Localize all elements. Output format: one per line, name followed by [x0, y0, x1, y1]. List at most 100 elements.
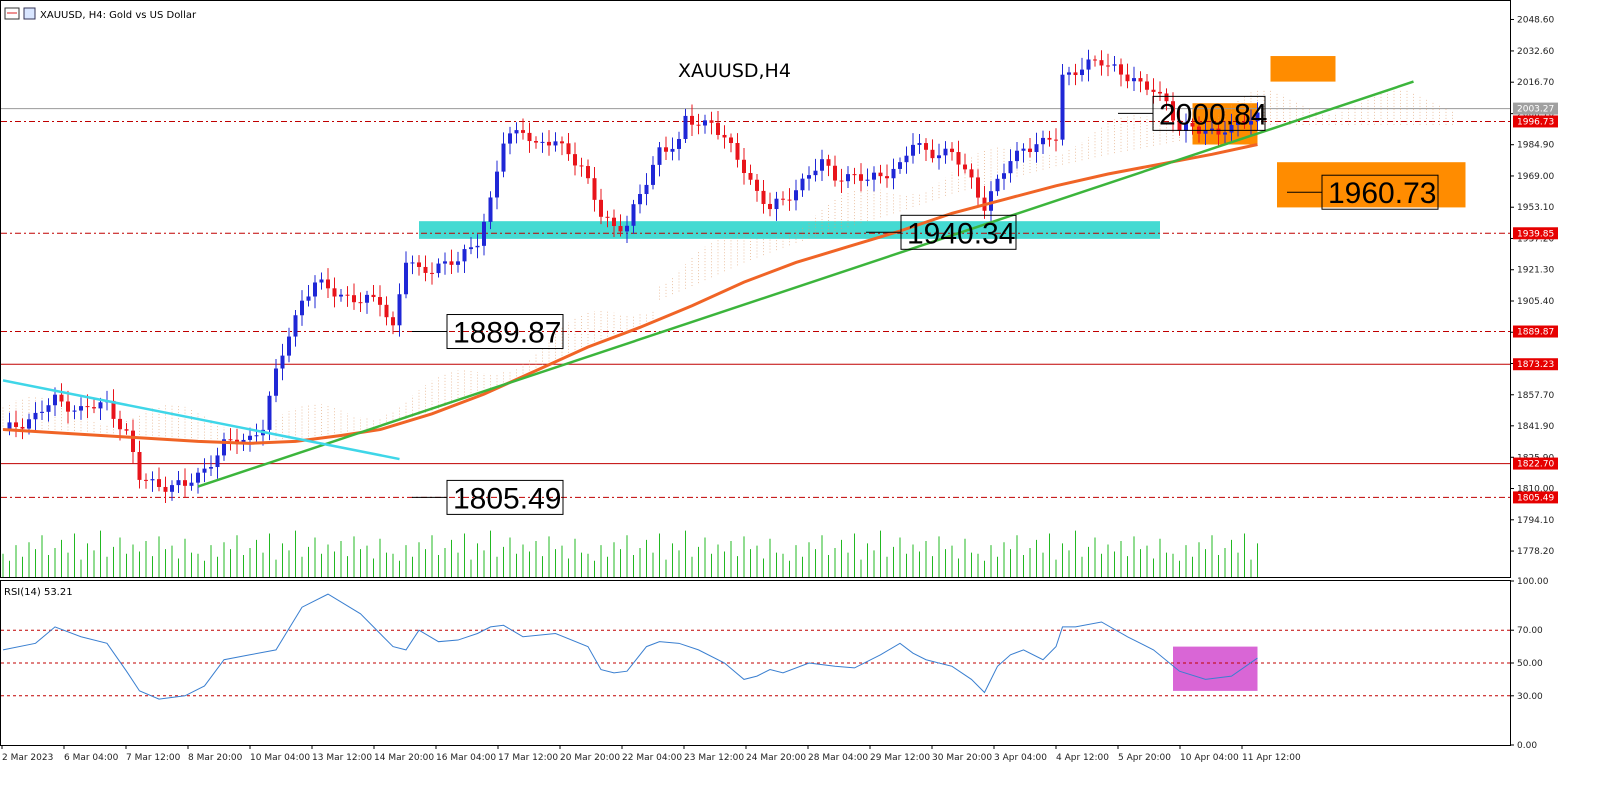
price-tick-label: 1810.00	[1517, 485, 1554, 495]
candle-body	[1158, 91, 1162, 94]
candle-body	[917, 143, 922, 145]
annotation-label-0: 2000.84	[1159, 98, 1267, 131]
candle-body	[573, 154, 577, 166]
candle-body	[748, 173, 753, 180]
candle-body	[651, 164, 655, 185]
candle-body	[670, 148, 675, 152]
level-price-tag	[1513, 491, 1558, 504]
candle-body	[1242, 121, 1247, 125]
candle-body	[898, 162, 902, 169]
annotation-label-1: 1940.34	[907, 217, 1015, 250]
candle-body	[1008, 161, 1013, 174]
chart-title: XAUUSD,H4	[678, 60, 791, 82]
candle-body	[586, 166, 590, 179]
candle-body	[1106, 65, 1110, 67]
candle-body	[579, 165, 584, 167]
candle-body	[1119, 64, 1123, 75]
candle-body	[7, 422, 12, 429]
candle-body	[989, 191, 993, 211]
candle-body	[462, 249, 467, 262]
trendline-down	[2, 379, 400, 461]
level-price-tag	[1513, 358, 1558, 371]
candle-body	[566, 143, 571, 155]
candle-body	[781, 198, 785, 200]
level-price-tag-label: 1996.73	[1517, 117, 1554, 127]
candle-body	[417, 262, 421, 267]
candle-body	[813, 170, 818, 176]
main-panel-frame	[0, 0, 1511, 578]
candle-body	[1021, 148, 1026, 151]
candle-body	[482, 221, 486, 246]
time-tick-label: 24 Mar 20:00	[746, 753, 806, 763]
time-tick-label: 2 Mar 2023	[2, 753, 53, 763]
annotation-box	[446, 479, 564, 515]
candle-body	[924, 143, 928, 150]
candle-body	[391, 317, 395, 326]
time-tick-label: 7 Mar 12:00	[126, 753, 181, 763]
price-tick-label: 1857.70	[1517, 391, 1554, 401]
candle-body	[430, 272, 434, 274]
candle-body	[950, 148, 954, 153]
candle-body	[98, 402, 103, 409]
candle-body	[755, 179, 759, 191]
candle-body	[228, 439, 233, 441]
candle-body	[358, 302, 363, 304]
time-tick-label: 11 Apr 12:00	[1242, 753, 1301, 763]
candle-body	[397, 294, 402, 326]
chart-window-icon[interactable]	[23, 7, 36, 20]
candle-body	[612, 217, 616, 227]
candle-body	[59, 394, 64, 402]
candle-body	[46, 405, 51, 412]
candle-body	[1034, 144, 1039, 153]
zone-target-top	[1270, 56, 1336, 82]
candle-body	[150, 479, 155, 481]
time-tick-label: 13 Mar 12:00	[312, 753, 372, 763]
candle-body	[248, 435, 252, 440]
candle-body	[20, 426, 25, 429]
candle-body	[137, 451, 142, 480]
candle-body	[703, 120, 707, 126]
candle-body	[1015, 150, 1019, 162]
candle-body	[807, 175, 811, 179]
level-price-tag	[1513, 325, 1558, 338]
rsi-line	[2, 593, 1258, 700]
candle-body	[1177, 120, 1182, 132]
candle-body	[930, 149, 935, 159]
current-price-tag-label: 2003.27	[1517, 105, 1554, 115]
header: XAUUSD, H4: Gold vs US Dollar XAUUSD,H4	[4, 7, 791, 82]
candle-body	[1028, 148, 1032, 153]
candle-body	[27, 419, 31, 429]
candle-body	[254, 435, 259, 437]
candle-body	[202, 468, 207, 473]
candle-body	[1041, 137, 1045, 145]
price-tick-label: 1937.20	[1517, 234, 1554, 244]
cloud-layer	[2, 89, 1453, 444]
annotation-label-3: 1805.49	[453, 482, 561, 515]
candle-body	[449, 261, 454, 265]
candle-body	[196, 472, 200, 483]
candle-body	[124, 429, 129, 431]
candle-body	[1216, 128, 1221, 135]
current-price-tag	[1513, 102, 1558, 115]
time-tick-label: 10 Mar 04:00	[250, 753, 310, 763]
candle-body	[1151, 89, 1156, 92]
candle-body	[326, 279, 330, 289]
candle-body	[605, 216, 610, 218]
candle-body	[183, 480, 187, 486]
candle-body	[1002, 173, 1006, 179]
candle-body	[404, 262, 408, 295]
candle-body	[436, 263, 441, 274]
candle-body	[787, 199, 792, 201]
candle-body	[170, 485, 174, 492]
candle-body	[53, 394, 57, 406]
price-tick-label: 1841.90	[1517, 422, 1554, 432]
candle-body	[118, 418, 122, 430]
candle-body	[657, 147, 662, 165]
candle-body	[976, 177, 980, 198]
candle-body	[66, 401, 70, 412]
candle-body	[508, 133, 512, 144]
candle-body	[514, 130, 519, 134]
level-price-tag-label: 1822.70	[1517, 460, 1554, 470]
